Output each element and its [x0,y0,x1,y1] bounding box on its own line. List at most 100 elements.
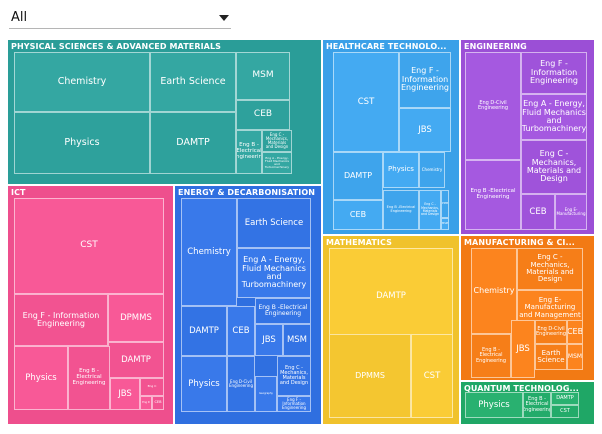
treemap-tile[interactable]: DAMTP [181,306,227,356]
treemap-tile[interactable]: JBS [110,378,140,410]
treemap-tile[interactable]: Chemistry [419,152,445,188]
treemap-tile[interactable]: DPMMS [108,294,164,342]
treemap-tile[interactable]: Eng B -Electrical Engineering [465,160,521,230]
treemap-tile-label: DPMMS [442,201,449,205]
treemap-tile-label: CEB [529,206,547,217]
treemap-tile[interactable]: Eng B -Electrical Engineering [236,130,262,174]
treemap-tile-label: Eng C [147,384,157,389]
treemap-tile[interactable]: CST [551,405,579,418]
treemap-tile[interactable]: Physics [383,152,419,188]
treemap-tile[interactable]: Eng C -Mechanics, Materials and Design [419,190,441,230]
treemap-tile[interactable]: Geography [255,376,277,412]
treemap-tile-label: Earth Science [160,76,226,88]
treemap-tile[interactable]: CEB [521,194,555,230]
treemap-tile-label: Physics [64,137,100,149]
treemap-tile[interactable]: DAMTP [150,112,236,174]
treemap-tile-label: Eng F - Information Engineering [530,59,578,86]
treemap-tile-label: Earth Science [537,348,565,364]
treemap-tile[interactable]: CEB [236,100,290,130]
treemap-tile-label: Physics [188,378,220,389]
treemap-group[interactable]: QUANTUM TECHNOLOG... Physics Eng B -Electr… [461,382,594,424]
treemap-group[interactable]: ICT CST Eng F - Information Engineering DPM… [8,186,173,424]
treemap-tile[interactable]: JBS [255,324,283,356]
treemap-tile-label: DAMTP [121,354,151,365]
treemap-tile[interactable]: Physics [14,112,150,174]
treemap-tile-label: Chemistry [421,166,443,172]
treemap-tile-label: Physics [388,165,414,174]
treemap-tile[interactable]: MSM [567,344,583,370]
treemap-tile[interactable]: Physics [14,346,68,410]
treemap-tile[interactable]: Eng B -Electrical Engineering [471,334,511,378]
treemap-tile[interactable]: Eng D [140,396,152,410]
treemap-tile[interactable]: Chemistry [14,52,150,112]
treemap-tile[interactable]: Eng D-Civil Engineering [227,356,255,412]
treemap-tile-label: DAMTP [189,325,219,336]
treemap-tile-label: Chemistry [473,285,515,295]
treemap-tile-label: CEB [232,325,250,336]
treemap-tile[interactable]: MSM [283,324,311,356]
treemap-tile[interactable]: Earth Science [535,344,567,370]
treemap-tile[interactable]: Eng F - Information Engineering [399,52,451,108]
treemap-tile[interactable]: Eng E-Manufacturing [555,194,587,230]
treemap-tile[interactable]: Eng C [140,378,164,396]
treemap-group[interactable]: MATHEMATICS DAMTP DPMMS CST [323,236,459,424]
treemap-tile-label: MSM [286,334,308,345]
treemap-tile[interactable]: CEB [227,306,255,356]
treemap-tile[interactable]: MSM [441,218,449,230]
treemap-tile[interactable]: DAMTP [551,392,579,405]
treemap-group[interactable]: ENERGY & DECARBONISATION Chemistry Earth S… [175,186,321,424]
treemap-tile[interactable]: JBS [511,320,535,378]
treemap-tile[interactable]: Eng D-Civil Engineering [535,320,567,344]
treemap-tile[interactable]: CST [333,52,399,152]
treemap-tile[interactable]: Chemistry [181,198,237,306]
treemap-tile[interactable]: DPMMS [441,190,449,218]
treemap-tile[interactable]: Eng C -Mechanics, Materials and Design [521,140,587,194]
treemap-tile[interactable]: Eng D-Civil Engineering [465,52,521,160]
treemap-tile-label: Eng C -Mechanics, Materials and Design [421,202,440,217]
treemap-tile[interactable]: CEB [152,396,164,410]
treemap-tile[interactable]: Physics [465,392,523,418]
treemap-tile[interactable]: DPMMS [329,334,411,418]
treemap-tile-label: DPMMS [355,370,385,380]
treemap-tile[interactable]: CEB [567,320,583,344]
treemap-tile[interactable]: Eng F - Information Engineering [14,294,108,346]
treemap-tile[interactable]: DAMTP [333,152,383,200]
treemap-tile[interactable]: Eng C -Mechanics, Materials and Design [517,248,583,290]
filter-dropdown[interactable]: All [9,8,231,29]
treemap-tile[interactable]: JBS [399,108,451,152]
treemap-tile[interactable]: Eng B -Electrical Engineering [255,298,311,324]
treemap-tile[interactable]: Eng C -Mechanics, Materials and Design [277,356,311,396]
treemap-tile[interactable]: Eng F - Information Engineering [277,396,311,412]
treemap-tile[interactable]: Eng F - Information Engineering [521,52,587,94]
treemap-tile[interactable]: DAMTP [329,248,453,344]
treemap-tile[interactable]: Physics [181,356,227,412]
treemap-tile[interactable]: Eng A - Energy, Fluid Mechanics and Turb… [521,94,587,140]
treemap-tile-label: CST [80,240,98,251]
treemap-tile[interactable]: Eng A - Energy, Fluid Mechanics and Turb… [237,248,311,298]
treemap-group-title: MANUFACTURING & CI... [464,238,575,247]
treemap-tile[interactable]: DAMTP [108,342,164,378]
treemap-tile[interactable]: Eng B -Electrical Engineering [68,346,110,410]
treemap-tile[interactable]: Eng C -Mechanics, Materials and Design [262,130,292,152]
treemap-tile-label: Eng D-Civil Engineering [229,378,253,388]
treemap-group[interactable]: MANUFACTURING & CI... Chemistry Eng C -Mec… [461,236,594,380]
treemap-tile[interactable]: Earth Science [237,198,311,248]
treemap-tile-label: Eng D [142,400,150,404]
treemap-group-title: ENGINEERING [464,42,527,51]
treemap-tile[interactable]: MSM [236,52,290,100]
treemap-tile[interactable]: CST [14,198,164,294]
treemap-tile[interactable]: Chemistry [471,248,517,334]
treemap-group[interactable]: ENGINEERING Eng D-Civil Engineering Eng F … [461,40,594,234]
treemap-tile[interactable]: Earth Science [150,52,236,112]
treemap-tile[interactable]: CEB [333,200,383,230]
treemap-tile[interactable]: Eng A - Energy, Fluid Mechanics and Turb… [262,152,292,174]
treemap-group-title: ENERGY & DECARBONISATION [178,188,316,197]
treemap-tile[interactable]: Eng B -Electrical Engineering [523,392,551,418]
treemap-tile[interactable]: CST [411,334,453,418]
treemap-tile[interactable]: Eng B -Electrical Engineering [383,190,419,230]
treemap-group[interactable]: PHYSICAL SCIENCES & ADVANCED MATERIALS Ch… [8,40,321,184]
treemap-tile-label: JBS [418,124,432,135]
treemap-tile-label: Eng B -Electrical Engineering [523,396,551,413]
treemap-group[interactable]: HEALTHCARE TECHNOLO... CST Eng F - Informa… [323,40,459,234]
treemap-tile-label: Earth Science [244,217,304,228]
